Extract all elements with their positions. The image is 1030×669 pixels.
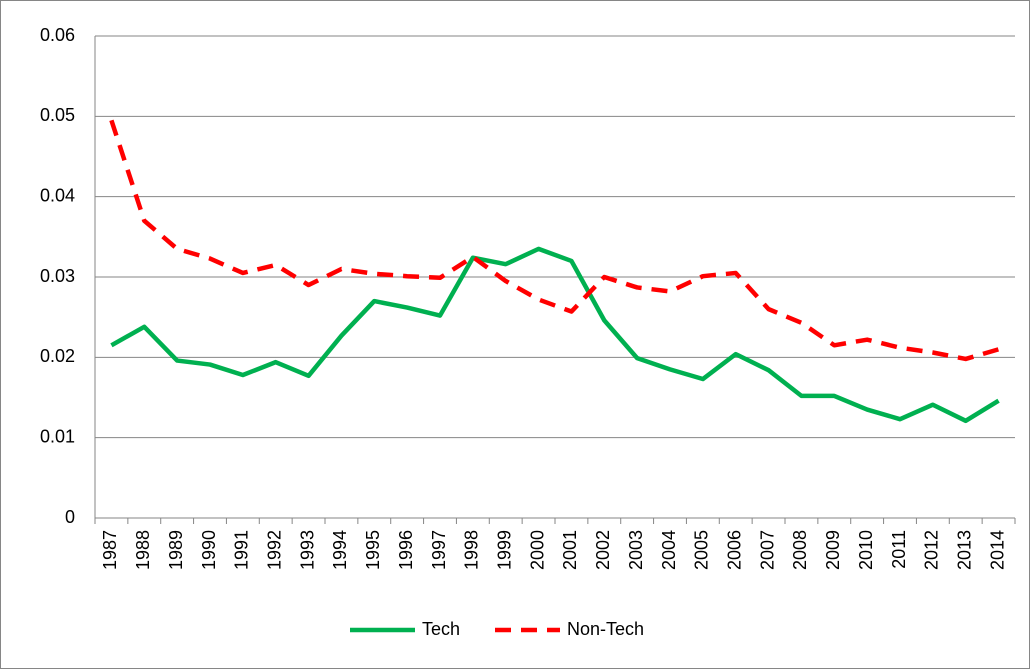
x-tick-label: 2009	[823, 530, 843, 570]
x-tick-label: 1999	[494, 530, 514, 570]
y-tick-label: 0.01	[40, 426, 75, 446]
x-tick-label: 1993	[297, 530, 317, 570]
x-tick-label: 2008	[790, 530, 810, 570]
x-tick-label: 2002	[593, 530, 613, 570]
y-tick-label: 0.02	[40, 346, 75, 366]
x-tick-label: 1997	[429, 530, 449, 570]
x-tick-label: 1988	[133, 530, 153, 570]
series-line	[109, 119, 1000, 362]
y-tick-label: 0	[65, 507, 75, 527]
x-tick-label: 2010	[856, 530, 876, 570]
x-tick-label: 1995	[363, 530, 383, 570]
y-tick-label: 0.06	[40, 25, 75, 45]
y-tick-label: 0.03	[40, 266, 75, 286]
x-tick-label: 2006	[724, 530, 744, 570]
x-tick-label: 2000	[527, 530, 547, 570]
x-tick-label: 1990	[199, 530, 219, 570]
x-tick-label: 2007	[757, 530, 777, 570]
x-tick-label: 2011	[889, 530, 909, 569]
legend-label: Non-Tech	[567, 619, 644, 639]
series-line	[110, 246, 1000, 424]
x-tick-label: 1991	[232, 530, 252, 570]
x-tick-label: 1987	[100, 530, 120, 570]
x-tick-label: 2004	[659, 530, 679, 570]
x-tick-label: 2005	[692, 530, 712, 570]
x-tick-label: 2014	[987, 530, 1007, 570]
x-tick-label: 1996	[396, 530, 416, 570]
x-tick-label: 1992	[264, 530, 284, 570]
x-tick-label: 2003	[626, 530, 646, 570]
x-tick-label: 2013	[954, 530, 974, 570]
x-tick-label: 2012	[922, 530, 942, 570]
y-tick-label: 0.04	[40, 185, 75, 205]
x-tick-label: 2001	[560, 530, 580, 570]
legend-label: Tech	[422, 619, 460, 639]
y-tick-label: 0.05	[40, 105, 75, 125]
x-tick-label: 1989	[166, 530, 186, 570]
x-tick-label: 1994	[330, 530, 350, 570]
x-tick-label: 1998	[462, 530, 482, 570]
